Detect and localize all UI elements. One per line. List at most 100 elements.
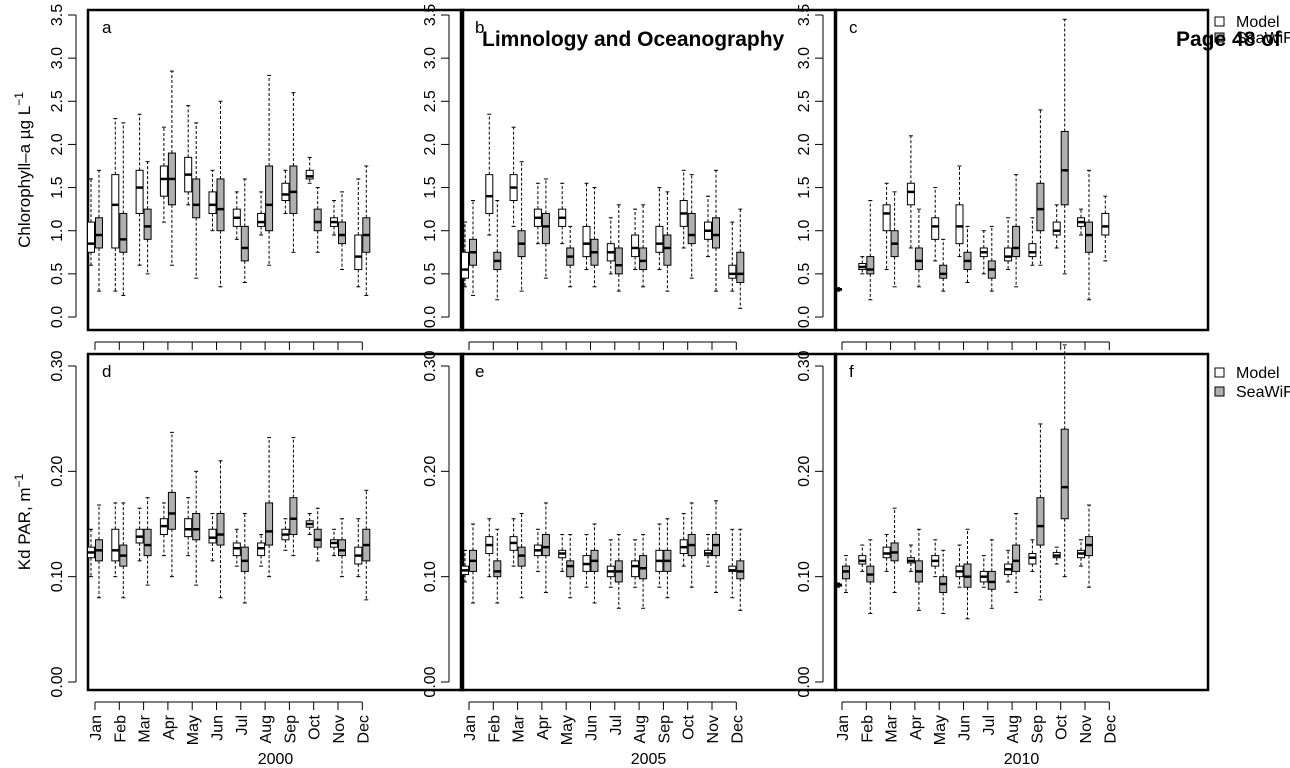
panel-frame (86, 8, 465, 332)
seawifs-box (541, 534, 550, 557)
seawifs-box (566, 560, 575, 578)
x-tick-label: Aug (258, 715, 275, 743)
x-tick-label: Jun (957, 715, 974, 741)
model-box (882, 204, 891, 232)
y-tick-label: 0.20 (422, 456, 439, 487)
x-tick-label: Jul (234, 715, 251, 735)
y-tick-label: 3.0 (49, 47, 66, 69)
panel-letter: e (475, 362, 484, 381)
seawifs-box (1060, 428, 1069, 520)
y-tick-label: 0.5 (49, 263, 66, 285)
model-box (208, 528, 217, 544)
model-box (906, 182, 915, 206)
x-tick-label: Nov (331, 715, 348, 743)
y-tick-label: 0.30 (422, 350, 439, 381)
year-label: 2005 (631, 751, 667, 768)
y-tick-label: 0.5 (796, 263, 813, 285)
y-axis-label: Kd PAR, m−1 (12, 473, 34, 570)
y-tick-label: 1.0 (422, 219, 439, 241)
seawifs-box (1012, 225, 1021, 258)
legend-swatch-model (1214, 16, 1225, 27)
panel-frame (86, 352, 465, 692)
y-tick-label: 3.5 (49, 4, 66, 26)
y-tick-label: 0.20 (49, 456, 66, 487)
x-tick-label: Jan (88, 715, 105, 741)
seawifs-box (338, 539, 346, 557)
model-box (955, 204, 964, 245)
model-box (111, 174, 120, 249)
legend-label-model: Model (1236, 14, 1280, 31)
model-box (184, 518, 193, 538)
x-tick-label: Jun (210, 715, 227, 741)
y-tick-label: 0.0 (422, 306, 439, 328)
seawifs-box (639, 247, 648, 271)
seawifs-box (736, 251, 745, 283)
x-tick-label: Dec (355, 715, 372, 743)
model-box (1004, 247, 1013, 262)
legend-swatch-model (1214, 367, 1225, 378)
model-box (461, 251, 469, 279)
x-tick-label: Oct (681, 714, 698, 739)
model-box (208, 191, 217, 214)
model-box (281, 182, 290, 202)
seawifs-box (1060, 130, 1069, 206)
seawifs-box (240, 546, 249, 572)
seawifs-box (736, 560, 745, 580)
x-tick-label: Oct (1054, 714, 1071, 739)
y-tick-label: 1.0 (796, 219, 813, 241)
seawifs-box (987, 570, 996, 590)
y-tick-label: 0.30 (49, 350, 66, 381)
x-tick-label: Aug (1005, 715, 1022, 743)
y-axis-label: Chlorophyll–a µg L−1 (12, 92, 34, 248)
model-box (631, 560, 640, 578)
seawifs-box (1036, 497, 1045, 546)
seawifs-box (541, 212, 550, 245)
y-tick-label: 3.5 (422, 4, 439, 26)
x-tick-label: Oct (307, 714, 324, 739)
year-label: 2000 (258, 751, 294, 768)
seawifs-box (614, 247, 623, 275)
seawifs-box (939, 264, 948, 279)
x-tick-label: Apr (535, 714, 552, 740)
y-tick-label: 0.0 (49, 306, 66, 328)
x-tick-label: Sep (656, 715, 673, 744)
x-tick-label: Apr (908, 714, 925, 740)
x-tick-label: Jun (584, 715, 601, 741)
panel-letter: a (102, 18, 112, 37)
panel-frame (459, 352, 838, 692)
y-tick-label: 1.5 (49, 176, 66, 198)
y-tick-label: 0.00 (796, 666, 813, 697)
y-tick-label: 2.5 (422, 90, 439, 112)
seawifs-box (289, 497, 298, 536)
x-tick-label: Nov (705, 715, 722, 743)
model-box (135, 169, 144, 214)
x-tick-label: Jan (462, 715, 479, 741)
seawifs-box (687, 212, 696, 245)
seawifs-box (167, 491, 176, 530)
x-tick-label: Dec (729, 715, 746, 743)
seawifs-box (119, 212, 128, 253)
legend-label-seawifs: SeaWiFS (1236, 30, 1290, 47)
x-tick-label: Dec (1102, 715, 1119, 743)
panel-letter: f (849, 362, 854, 381)
y-tick-label: 1.0 (49, 219, 66, 241)
x-tick-label: Feb (486, 715, 503, 743)
y-tick-label: 2.0 (422, 133, 439, 155)
y-tick-label: 0.10 (422, 561, 439, 592)
y-tick-label: 2.0 (796, 133, 813, 155)
seawifs-box (216, 178, 225, 232)
model-box (582, 225, 591, 258)
seawifs-box (663, 234, 672, 266)
y-tick-label: 0.20 (796, 456, 813, 487)
y-tick-label: 0.0 (796, 306, 813, 328)
model-box (159, 165, 168, 197)
seawifs-box (338, 221, 346, 245)
y-tick-label: 0.10 (49, 561, 66, 592)
panel-letter: c (849, 18, 858, 37)
seawifs-box (143, 528, 152, 557)
seawifs-box (493, 560, 502, 578)
legend-label-model: Model (1236, 365, 1280, 382)
model-box (485, 174, 494, 214)
seawifs-box (216, 512, 225, 546)
model-box (87, 221, 95, 253)
